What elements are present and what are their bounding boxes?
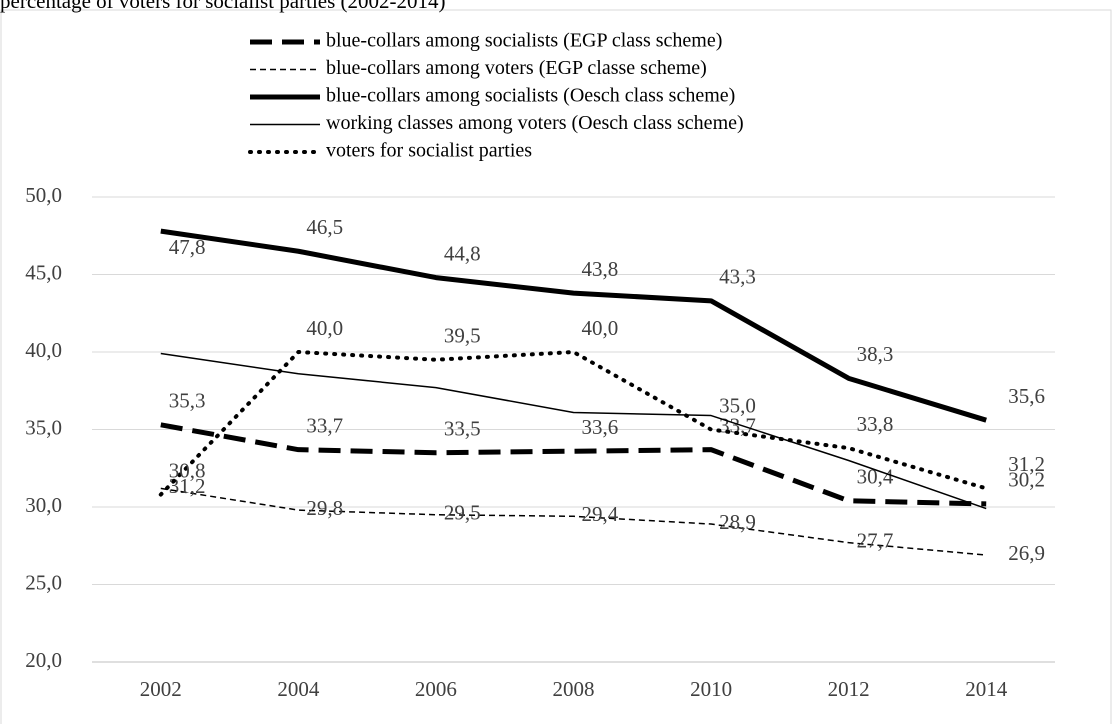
data-label: 35,6: [1008, 384, 1045, 408]
legend-label: blue-collars among socialists (Oesch cla…: [326, 85, 735, 107]
y-tick-label: 30,0: [25, 493, 62, 517]
data-label: 35,0: [719, 393, 756, 417]
data-label: 44,8: [444, 241, 481, 265]
x-tick-label: 2014: [965, 677, 1008, 701]
data-label: 29,5: [444, 501, 481, 525]
series-line: [160, 487, 987, 556]
data-label: 33,6: [582, 415, 619, 439]
legend-label: blue-collars among socialists (EGP class…: [326, 30, 722, 52]
series-line: [160, 228, 987, 423]
x-tick-label: 2010: [690, 677, 732, 701]
legend-label: working classes among voters (Oesch clas…: [326, 112, 744, 134]
series-line: [158, 350, 989, 497]
data-label: 30,2: [1008, 468, 1045, 492]
data-label: 30,8: [169, 458, 206, 482]
series-line: [160, 422, 987, 507]
data-label: 39,5: [444, 324, 481, 348]
y-tick-label: 45,0: [25, 260, 62, 284]
x-tick-label: 2002: [140, 677, 182, 701]
data-label: 38,3: [857, 342, 894, 366]
y-tick-label: 25,0: [25, 570, 62, 594]
x-tick-label: 2006: [415, 677, 457, 701]
data-label: 28,9: [719, 510, 756, 534]
data-label: 30,4: [857, 465, 894, 489]
data-label: 35,3: [169, 389, 206, 413]
y-tick-label: 50,0: [25, 183, 62, 207]
y-tick-label: 35,0: [25, 415, 62, 439]
legend-label: voters for socialist parties: [326, 140, 532, 162]
y-tick-label: 20,0: [25, 648, 62, 672]
data-label: 40,0: [306, 316, 343, 340]
data-label: 43,3: [719, 265, 756, 289]
data-label: 33,8: [857, 412, 894, 436]
data-label: 47,8: [169, 235, 206, 259]
x-tick-label: 2012: [828, 677, 870, 701]
legend-label: blue-collars among voters (EGP classe sc…: [326, 57, 707, 79]
data-label: 46,5: [306, 215, 343, 239]
data-label: 27,7: [857, 528, 894, 552]
data-label: 33,7: [306, 413, 343, 437]
x-tick-label: 2008: [553, 677, 595, 701]
data-label: 31,2: [1008, 452, 1045, 476]
data-label: 31,2: [169, 474, 206, 498]
series-line: [160, 352, 987, 510]
chart-border: [0, 9, 1112, 724]
data-label: 43,8: [582, 257, 619, 281]
chart-title: percentage of voters for socialist parti…: [0, 0, 446, 13]
data-label: 26,9: [1008, 541, 1045, 565]
x-tick-label: 2004: [277, 677, 320, 701]
data-label: 33,5: [444, 417, 481, 441]
data-label: 40,0: [582, 316, 619, 340]
data-label: 29,8: [306, 496, 343, 520]
y-tick-label: 40,0: [25, 338, 62, 362]
data-label: 29,4: [582, 502, 619, 526]
